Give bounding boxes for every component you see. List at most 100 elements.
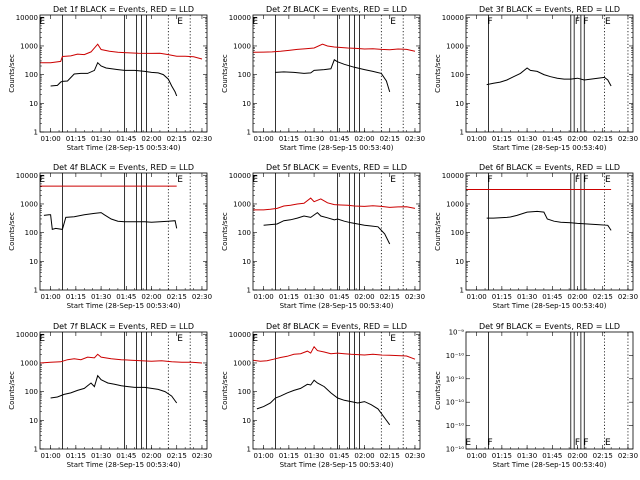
- chart-panel: Det 5f BLACK = Events, RED = LLD Counts/s…: [221, 163, 425, 310]
- x-tick-label: 02:15: [593, 452, 613, 460]
- y-tick-label: 1000: [446, 200, 464, 208]
- event-marker-label: E: [605, 438, 611, 448]
- x-axis-title: Start Time (28-Sep-15 00:53:40): [493, 302, 607, 310]
- event-marker-label: E: [605, 17, 611, 27]
- panel-title: Det 1f BLACK = Events, RED = LLD: [53, 5, 194, 14]
- y-tick-label: 10000: [16, 172, 38, 180]
- x-axis-title: Start Time (28-Sep-15 00:53:40): [67, 302, 181, 310]
- x-tick-label: 02:30: [192, 452, 212, 460]
- y-axis-title: Counts/sec: [221, 212, 229, 251]
- series-line: [39, 353, 203, 364]
- event-marker-label: F: [488, 438, 493, 448]
- event-marker-label: E: [390, 175, 396, 185]
- x-tick-label: 01:45: [116, 452, 136, 460]
- x-tick-label: 01:00: [254, 293, 274, 301]
- y-tick-label: 10000: [442, 14, 464, 22]
- plot-frame: [252, 331, 421, 450]
- chart-panel: Det 9f BLACK = Events, RED = LLD Counts/s…: [434, 322, 638, 469]
- x-tick-label: 01:30: [517, 293, 537, 301]
- x-tick-label: 01:15: [279, 135, 299, 143]
- event-marker-label: F: [488, 175, 493, 185]
- x-tick-label: 01:15: [66, 135, 86, 143]
- y-tick-label: 1: [34, 129, 38, 137]
- y-tick-label: 10000: [442, 172, 464, 180]
- x-tick-label: 01:45: [329, 452, 349, 460]
- x-tick-label: 01:15: [66, 293, 86, 301]
- y-tick-label: 1: [247, 129, 251, 137]
- y-tick-label: 10: [29, 100, 38, 108]
- y-tick-label: 10⁻¹⁰: [446, 399, 464, 407]
- series-line: [275, 59, 391, 93]
- y-tick-label: 1: [34, 287, 38, 295]
- x-tick-label: 02:30: [618, 135, 638, 143]
- x-tick-label: 01:45: [542, 452, 562, 460]
- series-line: [486, 67, 612, 87]
- y-tick-label: 100: [451, 71, 464, 79]
- event-marker-label: E: [252, 17, 258, 27]
- x-tick-label: 01:15: [66, 452, 86, 460]
- y-axis-title: Counts/sec: [221, 54, 229, 93]
- chart-panel: Det 8f BLACK = Events, RED = LLD Counts/s…: [221, 322, 425, 469]
- y-tick-label: 100: [238, 71, 251, 79]
- y-tick-label: 10000: [16, 14, 38, 22]
- x-tick-label: 01:15: [279, 293, 299, 301]
- y-tick-label: 10: [242, 417, 251, 425]
- panel-title: Det 7f BLACK = Events, RED = LLD: [53, 322, 194, 331]
- chart-panel: Det 6f BLACK = Events, RED = LLD Counts/s…: [434, 163, 638, 310]
- chart-panel: Det 7f BLACK = Events, RED = LLD Counts/s…: [8, 322, 212, 469]
- y-tick-label: 1000: [20, 359, 38, 367]
- y-tick-label: 10⁻¹⁰: [446, 375, 464, 383]
- event-marker-label: E: [390, 334, 396, 344]
- event-marker-label: F: [488, 17, 493, 27]
- y-tick-label: 1: [34, 446, 38, 454]
- series-line: [43, 212, 178, 231]
- series-line: [252, 43, 416, 53]
- y-tick-label: 1000: [20, 200, 38, 208]
- x-tick-label: 01:00: [467, 293, 487, 301]
- event-marker-label: E: [39, 17, 45, 27]
- y-tick-label: 1000: [20, 42, 38, 50]
- y-tick-label: 10: [455, 258, 464, 266]
- x-tick-label: 02:15: [167, 135, 187, 143]
- x-axis-title: Start Time (28-Sep-15 00:53:40): [493, 461, 607, 469]
- y-axis-title: Counts/sec: [8, 371, 16, 410]
- event-marker-label: F: [583, 175, 588, 185]
- plot-frame: [465, 14, 634, 133]
- plot-frame: [465, 331, 634, 450]
- panel-title: Det 3f BLACK = Events, RED = LLD: [479, 5, 620, 14]
- x-tick-label: 01:00: [467, 135, 487, 143]
- x-tick-label: 01:00: [41, 293, 61, 301]
- event-marker-label: E: [252, 175, 258, 185]
- y-axis-title: Counts/sec: [8, 212, 16, 251]
- x-axis-title: Start Time (28-Sep-15 00:53:40): [67, 144, 181, 152]
- x-tick-label: 01:30: [91, 452, 111, 460]
- x-tick-label: 01:45: [116, 293, 136, 301]
- event-marker-label: F: [575, 17, 580, 27]
- y-tick-label: 10000: [229, 172, 251, 180]
- y-tick-label: 1000: [233, 42, 251, 50]
- x-tick-label: 01:00: [41, 452, 61, 460]
- x-tick-label: 01:30: [91, 135, 111, 143]
- chart-panel: Det 4f BLACK = Events, RED = LLD Counts/s…: [8, 163, 212, 310]
- y-tick-label: 10: [455, 100, 464, 108]
- x-tick-label: 02:00: [141, 293, 161, 301]
- series-line: [263, 211, 391, 245]
- x-tick-label: 02:15: [167, 452, 187, 460]
- event-marker-label: E: [177, 17, 183, 27]
- event-marker-label: F: [583, 438, 588, 448]
- y-tick-label: 10⁻¹⁰: [446, 446, 464, 454]
- y-axis-title: Counts/sec: [434, 371, 442, 410]
- x-tick-label: 01:30: [517, 135, 537, 143]
- y-tick-label: 1: [247, 446, 251, 454]
- x-axis-title: Start Time (28-Sep-15 00:53:40): [493, 144, 607, 152]
- chart-panel: Det 1f BLACK = Events, RED = LLD Counts/s…: [8, 5, 212, 152]
- y-tick-label: 100: [25, 388, 38, 396]
- x-tick-label: 01:30: [304, 293, 324, 301]
- event-marker-label: E: [177, 334, 183, 344]
- chart-panel: Det 3f BLACK = Events, RED = LLD Counts/s…: [434, 5, 638, 152]
- x-tick-label: 01:45: [542, 135, 562, 143]
- series-line: [50, 61, 178, 97]
- event-marker-label: E: [465, 438, 471, 448]
- event-marker-label: E: [39, 334, 45, 344]
- y-tick-label: 10: [242, 100, 251, 108]
